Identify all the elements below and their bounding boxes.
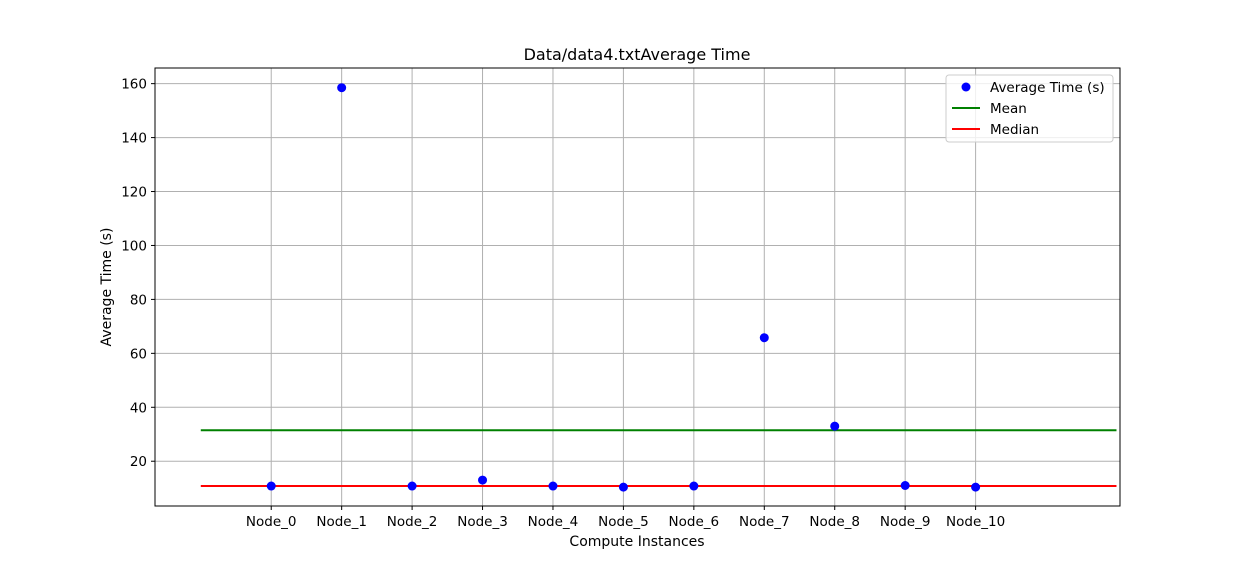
data-point-node-7 [759,333,769,343]
data-point-node-5 [618,482,628,492]
data-point-node-2 [407,481,417,491]
legend: Average Time (s) Mean Median [945,74,1114,143]
plot-frame [154,67,1121,507]
x-axis-label: Compute Instances [569,534,704,550]
data-point-node-6 [689,481,699,491]
data-point-node-9 [900,481,910,491]
x-tick-label: Node_7 [739,514,790,530]
data-point-node-8 [830,421,840,431]
data-points [266,83,981,492]
legend-frame [945,74,1114,143]
y-axis-ticks: 20 40 60 80 100 120 140 160 [121,77,155,470]
chart-title: Data/data4.txtAverage Time [524,45,751,64]
legend-marker-average-time [961,82,971,92]
x-tick-label: Node_10 [946,514,1005,530]
y-tick-label: 100 [121,238,147,254]
data-point-node-4 [548,481,558,491]
y-tick-label: 40 [130,400,147,416]
y-tick-label: 140 [121,131,147,147]
x-tick-label: Node_3 [457,514,508,530]
data-point-node-1 [337,83,347,93]
x-tick-label: Node_4 [528,514,579,530]
legend-label-average-time: Average Time (s) [990,80,1105,96]
x-tick-label: Node_8 [809,514,860,530]
data-point-node-10 [971,482,981,492]
x-tick-label: Node_6 [669,514,720,530]
data-point-node-3 [478,475,488,485]
y-tick-label: 120 [121,185,147,201]
legend-label-mean: Mean [990,101,1027,117]
y-tick-label: 80 [130,292,147,308]
x-tick-label: Node_2 [387,514,438,530]
y-tick-label: 60 [130,346,147,362]
data-point-node-0 [266,481,276,491]
x-tick-label: Node_5 [598,514,649,530]
y-axis-label: Average Time (s) [99,228,115,347]
y-tick-label: 20 [130,454,147,470]
y-tick-label: 160 [121,77,147,93]
legend-label-median: Median [990,122,1039,138]
x-axis-ticks: Node_0 Node_1 Node_2 Node_3 Node_4 Node_5 Node… [246,506,1005,530]
x-tick-label: Node_1 [316,514,367,530]
reference-lines [200,429,1117,488]
x-tick-label: Node_9 [880,514,931,530]
x-tick-label: Node_0 [246,514,297,530]
